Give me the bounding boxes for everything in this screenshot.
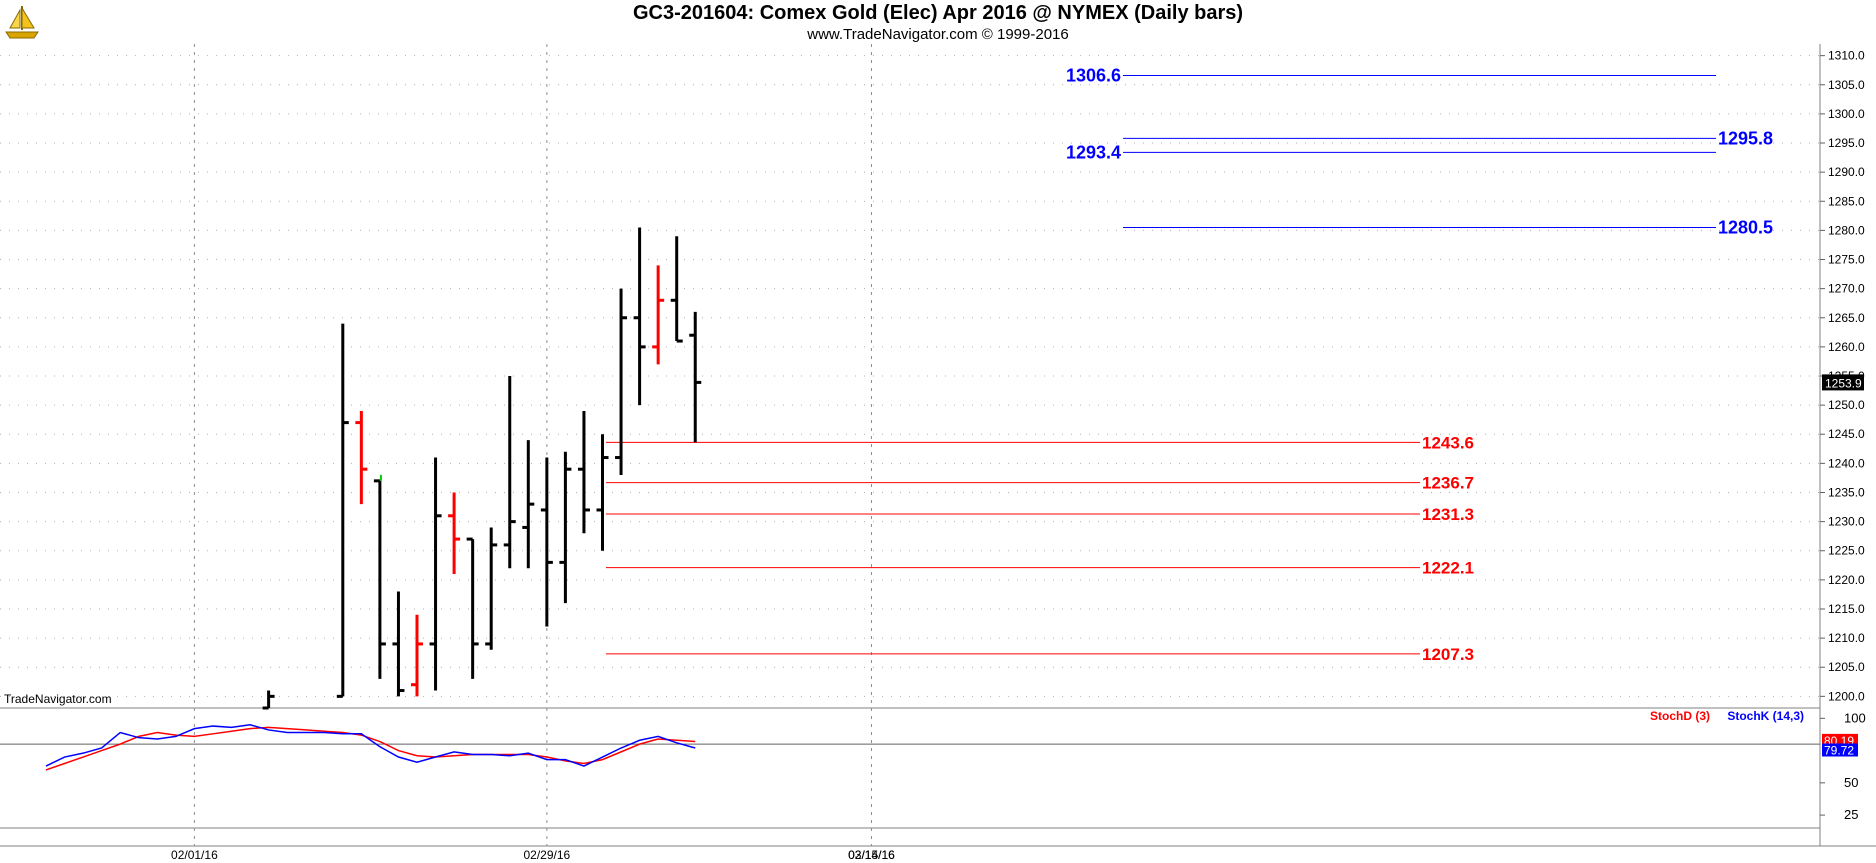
price-tick-label: 1310.0 bbox=[1828, 49, 1865, 63]
last-price-tag bbox=[1822, 374, 1864, 391]
fib-label-blue: 1306.6 bbox=[1066, 65, 1121, 85]
price-tick-label: 1225.0 bbox=[1828, 544, 1865, 558]
price-bars bbox=[262, 227, 702, 710]
watermark: TradeNavigator.com bbox=[4, 692, 112, 706]
price-tick-label: 1250.0 bbox=[1828, 398, 1865, 412]
fib-label-red: 1222.1 bbox=[1422, 559, 1474, 578]
price-tick-label: 1305.0 bbox=[1828, 78, 1865, 92]
fib-label-blue: 1295.8 bbox=[1718, 128, 1773, 148]
stochastic-value-tag bbox=[1822, 743, 1858, 757]
stochastic-line-stochd bbox=[45, 726, 696, 771]
price-tick-label: 1290.0 bbox=[1828, 165, 1865, 179]
price-tick-label: 1260.0 bbox=[1828, 340, 1865, 354]
fib-label-red: 1236.7 bbox=[1422, 474, 1474, 493]
date-x-axis: 02/01/16 02/15/16 02/29/16 03/14/16 bbox=[171, 848, 895, 862]
chart-frame bbox=[0, 44, 1876, 863]
price-tick-label: 1230.0 bbox=[1828, 515, 1865, 529]
date-tick-label: 02/15/16 bbox=[848, 848, 895, 862]
chart-subtitle: www.TradeNavigator.com © 1999-2016 bbox=[807, 26, 1069, 43]
stochastic-tick-label: 100 bbox=[1844, 710, 1866, 725]
chart-header: GC3-201604: Comex Gold (Elec) Apr 2016 @… bbox=[0, 0, 1876, 44]
fib-label-blue: 1280.5 bbox=[1718, 217, 1773, 237]
date-tick-label: 02/29/16 bbox=[523, 848, 570, 862]
price-tick-label: 1200.0 bbox=[1828, 689, 1865, 703]
legend-stochk: StochK (14,3) bbox=[1727, 709, 1804, 723]
price-tick-label: 1205.0 bbox=[1828, 660, 1865, 674]
stochastic-tick-label: 25 bbox=[1844, 807, 1858, 822]
price-tick-label: 1295.0 bbox=[1828, 136, 1865, 150]
price-tick-label: 1245.0 bbox=[1828, 427, 1865, 441]
price-tick-label: 1285.0 bbox=[1828, 194, 1865, 208]
fib-label-red: 1243.6 bbox=[1422, 433, 1474, 452]
price-tick-label: 1235.0 bbox=[1828, 485, 1865, 499]
date-tick-label: 03/14/16 bbox=[848, 848, 895, 862]
price-tick-label: 1210.0 bbox=[1828, 631, 1865, 645]
chart-title: GC3-201604: Comex Gold (Elec) Apr 2016 @… bbox=[632, 2, 1244, 24]
price-tick-label: 1220.0 bbox=[1828, 573, 1865, 587]
fib-label-red: 1231.3 bbox=[1422, 505, 1474, 524]
price-tick-label: 1280.0 bbox=[1828, 223, 1865, 237]
grid bbox=[0, 44, 1820, 846]
legend-stochd: StochD (3) bbox=[1650, 709, 1710, 723]
price-tick-label: 1300.0 bbox=[1828, 107, 1865, 121]
x-axis-band bbox=[0, 846, 1876, 863]
tradenavigator-logo-icon bbox=[5, 6, 39, 39]
price-tick-label: 1240.0 bbox=[1828, 456, 1865, 470]
date-tick-label: 02/01/16 bbox=[171, 848, 218, 862]
stochastic-line-stochk bbox=[45, 724, 696, 767]
price-tick-label: 1275.0 bbox=[1828, 253, 1865, 267]
price-y-axis: 1200.0 1205.0 1210.0 1215.0 1220.0 1225.0 1230… bbox=[1820, 49, 1865, 703]
price-tick-label: 1215.0 bbox=[1828, 602, 1865, 616]
fib-label-red: 1207.3 bbox=[1422, 645, 1474, 664]
fib-levels: 1306.6 1295.8 1293.4 1280.5 1243.6 1236.7 1231… bbox=[606, 65, 1773, 664]
price-tick-label: 1270.0 bbox=[1828, 282, 1865, 296]
price-tick-label: 1265.0 bbox=[1828, 311, 1865, 325]
last-price-label: 1253.9 bbox=[1825, 376, 1862, 390]
stochastic-tick-label: 50 bbox=[1844, 775, 1858, 790]
stochastic-value-label: 79.72 bbox=[1824, 743, 1854, 757]
fib-label-blue: 1293.4 bbox=[1066, 142, 1121, 162]
